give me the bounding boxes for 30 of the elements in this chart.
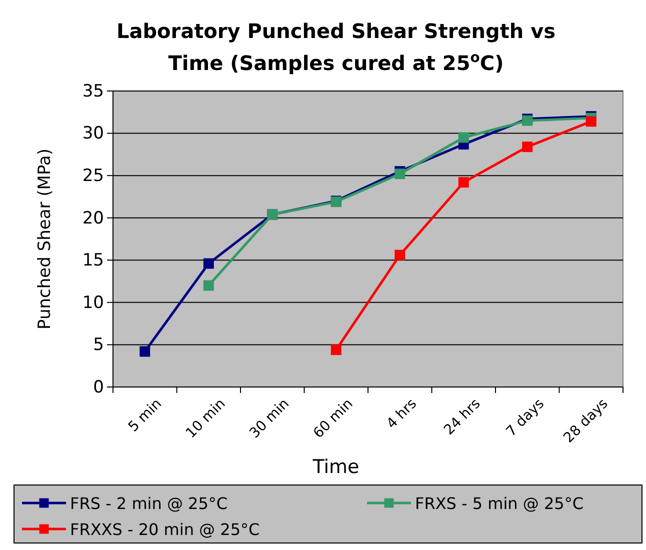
- legend-label: FRS - 2 min @ 25°C: [70, 494, 228, 513]
- x-tick-label: 24 hrs: [441, 396, 484, 438]
- y-tick-label: 30: [82, 124, 104, 144]
- y-tick-label: 35: [82, 81, 104, 102]
- y-tick-label: 10: [82, 292, 104, 313]
- x-tick-label: 10 min: [183, 396, 229, 442]
- y-tick-label: 15: [82, 250, 104, 271]
- x-tick-label: 4 hrs: [384, 396, 420, 432]
- point: [458, 177, 469, 188]
- x-tick-label: 5 min: [126, 396, 165, 436]
- point: [458, 132, 469, 143]
- y-tick-label: 0: [93, 377, 104, 398]
- x-tick-label: 30 min: [246, 396, 292, 442]
- point: [522, 142, 533, 152]
- point: [586, 116, 596, 127]
- point: [203, 280, 214, 291]
- legend-label: FRXXS - 20 min @ 25°C: [70, 520, 260, 539]
- point: [330, 344, 342, 356]
- y-tick-label: 25: [82, 166, 104, 186]
- point: [203, 258, 214, 269]
- point: [394, 250, 406, 260]
- legend-label: FRXS - 5 min @ 25°C: [415, 494, 584, 513]
- chart-title: Laboratory Punched Shear Strength vs Time (Samples cured at 25$^{o}$C): [116, 19, 556, 75]
- y-tick-label: 5: [93, 335, 104, 356]
- y-axis-title: Punched Shear (MPa): [35, 148, 55, 330]
- x-axis-title: Time: [312, 456, 360, 478]
- point: [394, 168, 406, 180]
- x-tick-label: 60 min: [310, 396, 356, 442]
- point: [140, 346, 150, 357]
- y-tick-label: 20: [82, 208, 104, 228]
